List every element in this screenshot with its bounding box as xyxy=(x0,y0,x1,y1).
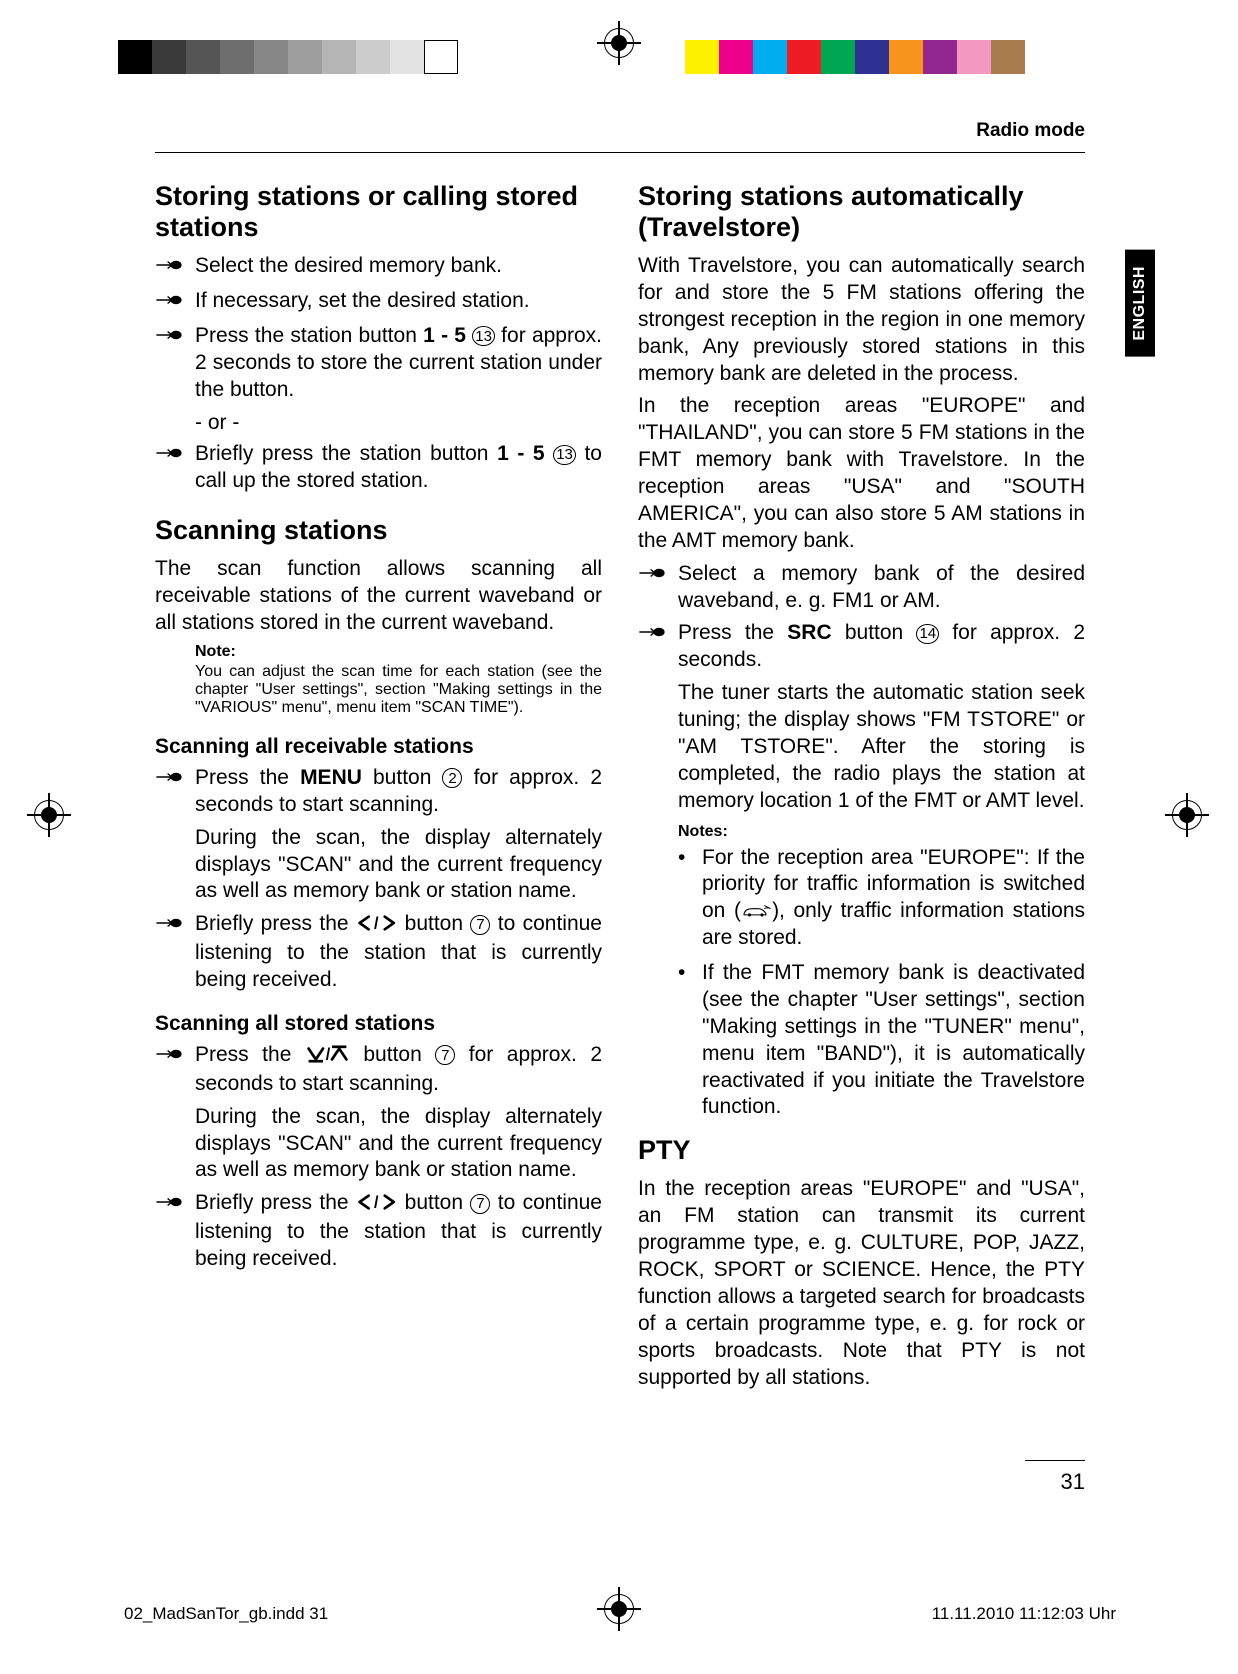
slug-file: 02_MadSanTor_gb.indd 31 xyxy=(124,1604,328,1624)
or-separator: - or - xyxy=(195,411,602,435)
color-bar-right xyxy=(685,40,1025,74)
list-item: • For the reception area "EUROPE": If th… xyxy=(678,845,1085,953)
list-item: If necessary, set the desired station. xyxy=(155,288,602,317)
pointer-icon xyxy=(638,561,666,590)
list-item: Briefly press the / button 7 to continue… xyxy=(155,911,602,994)
right-column: Storing stations automatically (Travelst… xyxy=(638,181,1085,1397)
left-column: Storing stations or calling stored stati… xyxy=(155,181,602,1397)
list-item: Press the MENU button 2 for approx. 2 se… xyxy=(155,765,602,905)
pointer-icon xyxy=(155,288,183,317)
ref-14-icon: 14 xyxy=(916,624,939,644)
paragraph: The scan function allows scanning all re… xyxy=(155,556,602,637)
running-head: Radio mode xyxy=(155,120,1085,153)
heading-travelstore: Storing stations automatically (Travelst… xyxy=(638,181,1085,243)
ref-2-icon: 2 xyxy=(442,768,462,788)
slug-stamp: 11.11.2010 11:12:03 Uhr xyxy=(932,1604,1116,1624)
list-item: Select a memory bank of the desired wave… xyxy=(638,561,1085,615)
pointer-icon xyxy=(155,441,183,470)
paragraph: With Travelstore, you can automatically … xyxy=(638,253,1085,387)
heading-pty: PTY xyxy=(638,1135,1085,1166)
paragraph: In the reception areas "EUROPE" and "THA… xyxy=(638,393,1085,554)
ref-13-icon: 13 xyxy=(472,326,495,346)
pointer-icon xyxy=(155,1042,183,1071)
list-item: Press the SRC button 14 for approx. 2 se… xyxy=(638,620,1085,814)
heading-storing: Storing stations or calling stored stati… xyxy=(155,181,602,243)
down-up-icon: / xyxy=(305,1044,350,1071)
list-item: • If the FMT memory bank is deactivated … xyxy=(678,960,1085,1121)
ref-13-icon: 13 xyxy=(553,445,576,465)
color-bar-left xyxy=(118,40,458,74)
subheading-scan-all: Scanning all receivable stations xyxy=(155,735,602,759)
note-block: Note: You can adjust the scan time for e… xyxy=(195,643,602,717)
ref-7-icon: 7 xyxy=(435,1045,455,1065)
pointer-icon xyxy=(155,911,183,940)
traffic-icon xyxy=(741,899,772,922)
registration-mark xyxy=(34,800,64,830)
notes-block: Notes: • For the reception area "EUROPE"… xyxy=(678,823,1085,1122)
page-number: 31 xyxy=(1025,1460,1085,1495)
pointer-icon xyxy=(638,620,666,649)
page: ENGLISH Radio mode Storing stations or c… xyxy=(155,120,1085,1397)
pointer-icon xyxy=(155,1190,183,1219)
list-item: Select the desired memory bank. xyxy=(155,253,602,282)
list-item: Briefly press the / button 7 to continue… xyxy=(155,1190,602,1273)
ref-7-icon: 7 xyxy=(470,1194,490,1214)
paragraph: In the reception areas "EUROPE" and "USA… xyxy=(638,1176,1085,1391)
heading-scanning: Scanning stations xyxy=(155,515,602,546)
slugline: 02_MadSanTor_gb.indd 31 11.11.2010 11:12… xyxy=(124,1604,1116,1624)
svg-text:/: / xyxy=(326,1045,331,1063)
pointer-icon xyxy=(155,253,183,282)
language-tab: ENGLISH xyxy=(1125,250,1155,357)
svg-text:/: / xyxy=(374,1194,379,1212)
list-item: Briefly press the station button 1 - 5 1… xyxy=(155,441,602,495)
registration-mark xyxy=(1172,800,1202,830)
subheading-scan-stored: Scanning all stored stations xyxy=(155,1012,602,1036)
list-item: Press the station button 1 - 5 13 for ap… xyxy=(155,323,602,404)
list-item: Press the / button 7 for approx. 2 secon… xyxy=(155,1042,602,1184)
pointer-icon xyxy=(155,323,183,352)
left-right-icon: / xyxy=(356,1192,397,1219)
registration-mark xyxy=(604,28,634,58)
left-right-icon: / xyxy=(356,913,397,940)
svg-text:/: / xyxy=(374,915,379,933)
pointer-icon xyxy=(155,765,183,794)
ref-7-icon: 7 xyxy=(470,915,490,935)
